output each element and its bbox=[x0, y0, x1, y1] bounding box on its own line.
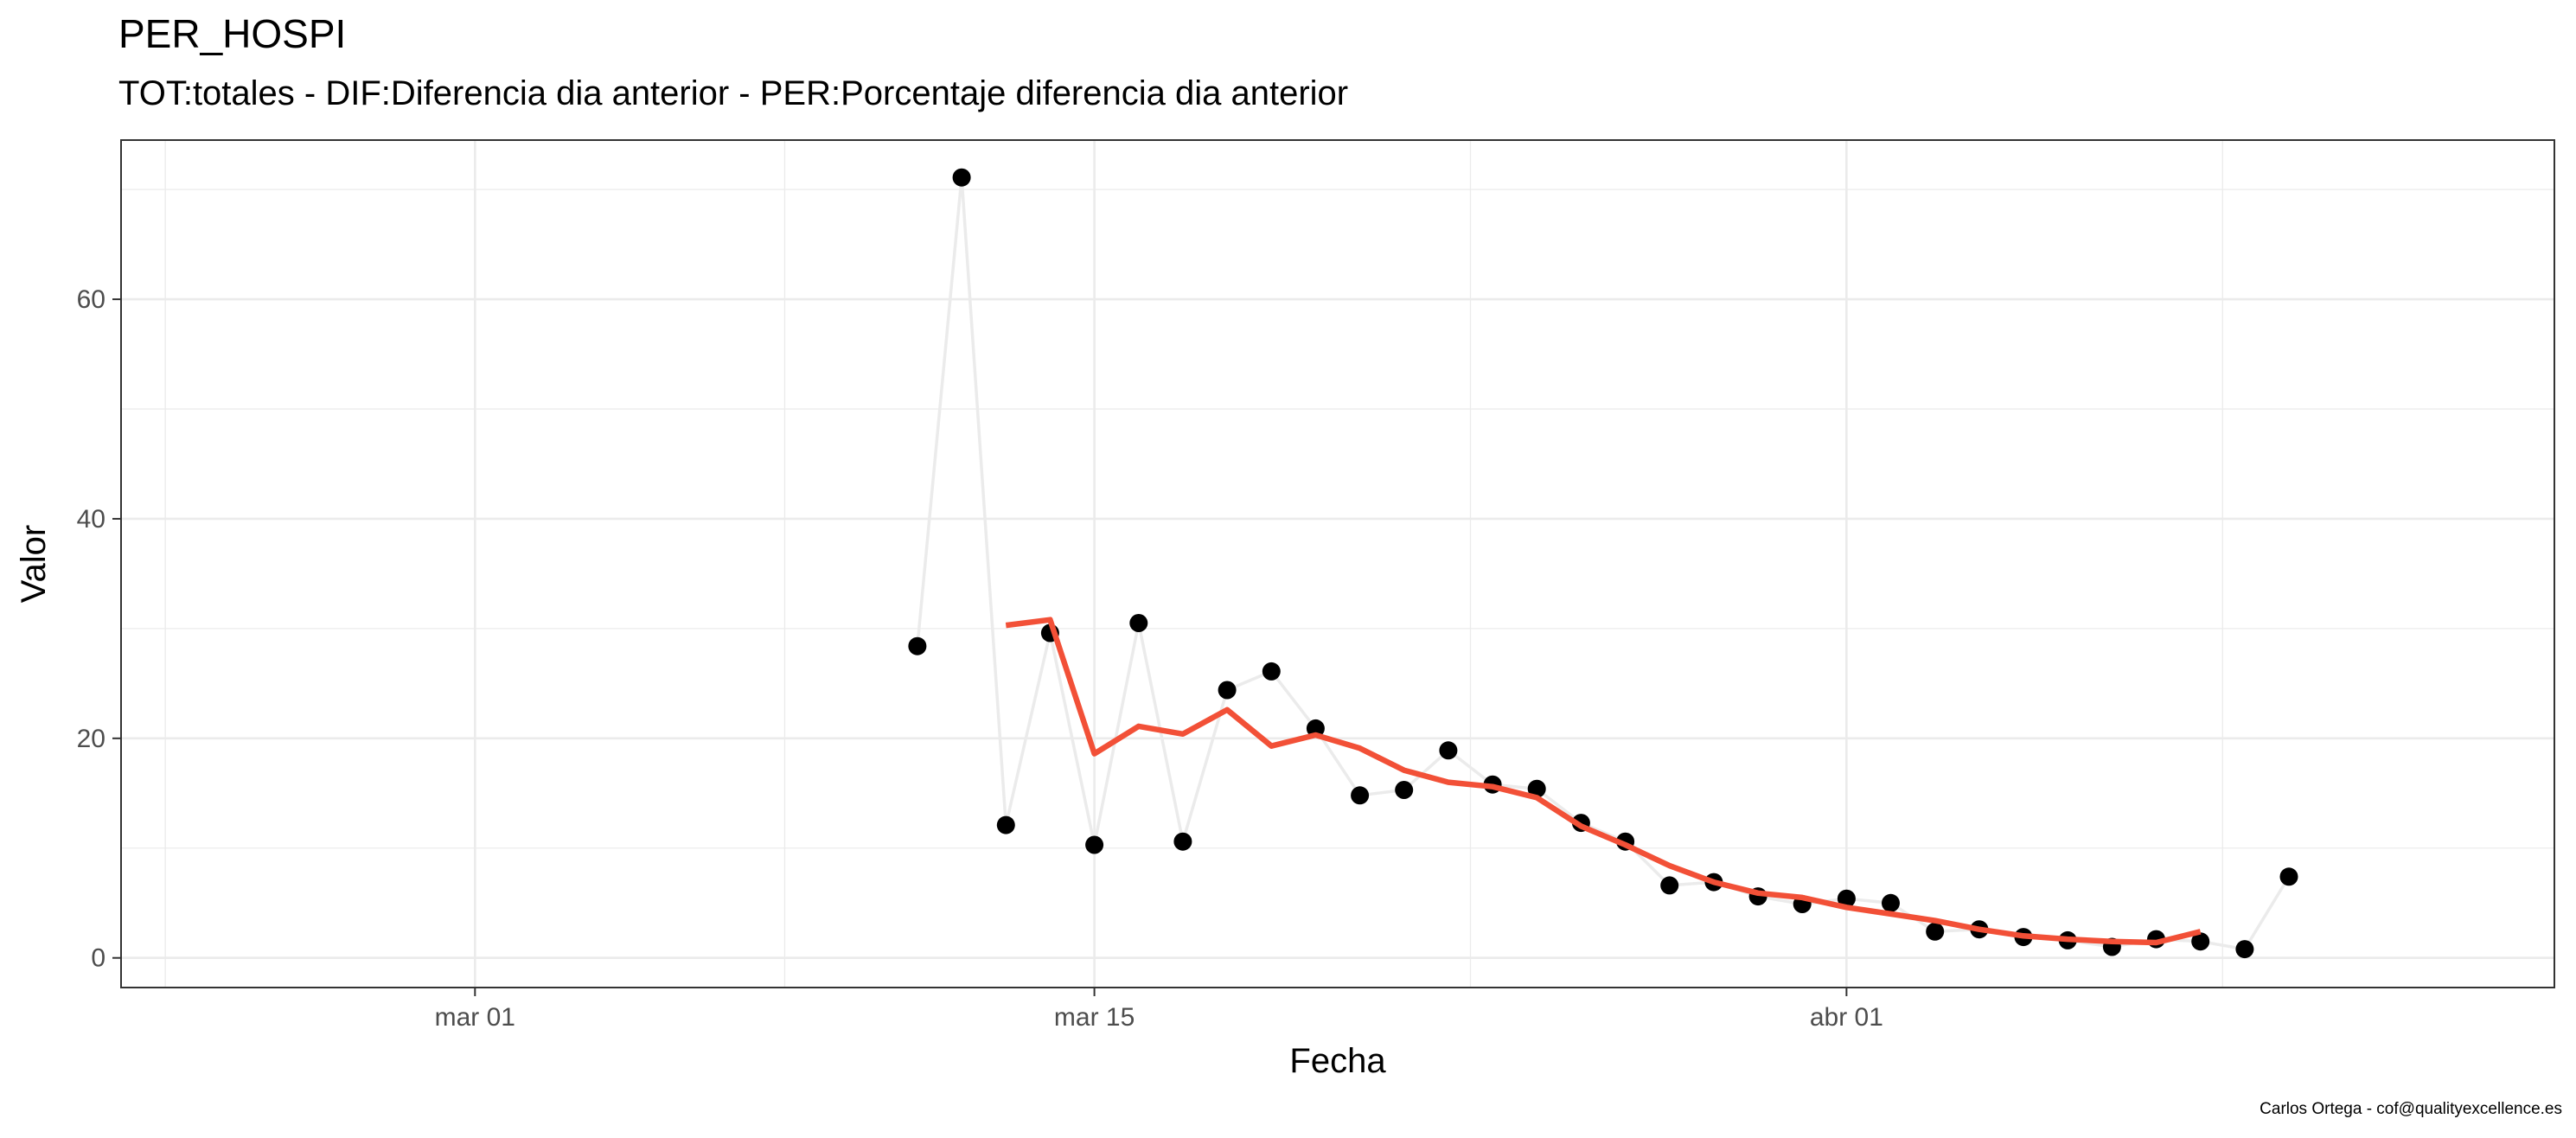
y-axis: 0 20 40 60 bbox=[77, 285, 121, 973]
x-tick-label: abr 01 bbox=[1810, 1003, 1883, 1032]
data-point bbox=[2235, 940, 2254, 959]
x-axis-title: Fecha bbox=[1289, 1042, 1386, 1080]
y-tick-label: 40 bbox=[77, 505, 105, 534]
chart-title: PER_HOSPI bbox=[118, 11, 347, 56]
series-red-line bbox=[1005, 617, 2202, 946]
data-point bbox=[1085, 835, 1104, 854]
data-point bbox=[1306, 719, 1325, 738]
data-point bbox=[2191, 932, 2210, 951]
x-tick-label: mar 01 bbox=[435, 1003, 515, 1032]
data-point bbox=[1129, 614, 1148, 632]
series-points bbox=[908, 168, 2298, 959]
data-point bbox=[2279, 867, 2298, 886]
data-point bbox=[1351, 786, 1370, 805]
chart-subtitle: TOT:totales - DIF:Diferencia dia anterio… bbox=[118, 74, 1349, 112]
y-tick-label: 0 bbox=[91, 944, 105, 973]
x-tick-label: mar 15 bbox=[1054, 1003, 1135, 1032]
grid-major bbox=[121, 140, 2554, 988]
data-point bbox=[1262, 662, 1281, 681]
data-point bbox=[1660, 876, 1679, 895]
data-point bbox=[1439, 741, 1458, 760]
caption: Carlos Ortega - cof@qualityexcellence.es bbox=[2260, 1100, 2562, 1118]
data-point bbox=[1395, 781, 1414, 799]
data-point bbox=[1926, 922, 1945, 941]
data-point bbox=[952, 168, 971, 187]
y-tick-label: 60 bbox=[77, 285, 105, 314]
data-point bbox=[1837, 889, 1856, 908]
series-red-polyline bbox=[1005, 617, 2202, 946]
data-point bbox=[908, 636, 927, 655]
grid-minor bbox=[121, 140, 2554, 988]
plot-border bbox=[120, 139, 2555, 988]
y-axis-title: Valor bbox=[15, 525, 53, 603]
x-axis: mar 01 mar 15 abr 01 bbox=[435, 988, 1883, 1032]
data-point bbox=[996, 815, 1015, 834]
data-point bbox=[1173, 832, 1192, 851]
data-point bbox=[1527, 779, 1546, 798]
plot-background bbox=[121, 140, 2554, 988]
data-point bbox=[1218, 681, 1237, 700]
data-point bbox=[1882, 893, 1900, 912]
y-tick-label: 20 bbox=[77, 725, 105, 753]
